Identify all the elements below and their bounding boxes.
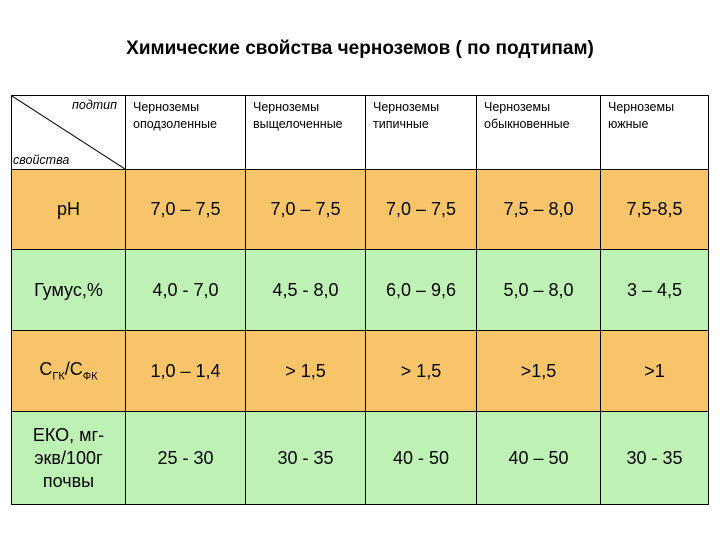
table-cell: 4,5 - 8,0: [245, 249, 366, 331]
table-cell: 40 – 50: [476, 411, 601, 505]
diagonal-line: [12, 96, 125, 169]
table-cell: 7,0 – 7,5: [125, 169, 246, 250]
table-cell: > 1,5: [245, 330, 366, 412]
header-row: подтип свойства Черноземы оподзоленные Че…: [11, 95, 709, 170]
page-title: Химические свойства черноземов ( по подт…: [126, 38, 594, 59]
table-cell: 3 – 4,5: [600, 249, 709, 331]
table-row-cec: ЕКО, мг-экв/100г почвы 25 - 30 30 - 35 40…: [11, 411, 709, 505]
table-cell: 4,0 - 7,0: [125, 249, 246, 331]
table-cell: >1: [600, 330, 709, 412]
table-row-humus: Гумус,% 4,0 - 7,0 4,5 - 8,0 6,0 – 9,6 5,…: [11, 249, 709, 331]
column-header-leached: Черноземы выщелоченные: [245, 95, 366, 170]
table-cell: 5,0 – 8,0: [476, 249, 601, 331]
table-cell: 7,0 – 7,5: [245, 169, 366, 250]
table-cell: 30 - 35: [245, 411, 366, 505]
corner-cell: подтип свойства: [11, 95, 126, 170]
table-cell: > 1,5: [365, 330, 477, 412]
table-cell: 40 - 50: [365, 411, 477, 505]
table-cell: 7,0 – 7,5: [365, 169, 477, 250]
column-header-typical: Черноземы типичные: [365, 95, 477, 170]
row-label: Гумус,%: [11, 249, 126, 331]
row-label: ЕКО, мг-экв/100г почвы: [11, 411, 126, 505]
table-cell: 1,0 – 1,4: [125, 330, 246, 412]
table-cell: 7,5-8,5: [600, 169, 709, 250]
corner-label-subtype: подтип: [72, 98, 117, 112]
properties-table: подтип свойства Черноземы оподзоленные Че…: [11, 95, 709, 505]
table-cell: 25 - 30: [125, 411, 246, 505]
column-header-southern: Черноземы южные: [600, 95, 709, 170]
table-row-ph: pH 7,0 – 7,5 7,0 – 7,5 7,0 – 7,5 7,5 – 8…: [11, 169, 709, 250]
corner-label-properties: свойства: [13, 153, 70, 167]
table-cell: 6,0 – 9,6: [365, 249, 477, 331]
table-cell: 7,5 – 8,0: [476, 169, 601, 250]
row-label: pH: [11, 169, 126, 250]
column-header-podzolized: Черноземы оподзоленные: [125, 95, 246, 170]
row-label: СГК/СФК: [11, 330, 126, 412]
table-cell: 30 - 35: [600, 411, 709, 505]
column-header-ordinary: Черноземы обыкновенные: [476, 95, 601, 170]
table-row-ratio: СГК/СФК 1,0 – 1,4 > 1,5 > 1,5 >1,5 >1: [11, 330, 709, 412]
table-cell: >1,5: [476, 330, 601, 412]
